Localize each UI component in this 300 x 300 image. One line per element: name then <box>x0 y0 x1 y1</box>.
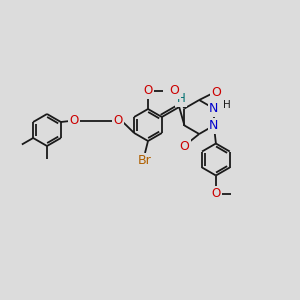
Text: N: N <box>209 102 219 115</box>
Text: O: O <box>211 85 221 98</box>
Text: H: H <box>223 100 231 110</box>
Text: O: O <box>211 187 220 200</box>
Text: O: O <box>69 115 79 128</box>
Text: O: O <box>143 85 153 98</box>
Text: N: N <box>209 119 219 132</box>
Text: H: H <box>177 92 186 106</box>
Text: O: O <box>113 115 122 128</box>
Text: Br: Br <box>138 154 152 167</box>
Text: O: O <box>169 84 179 97</box>
Text: O: O <box>179 140 189 152</box>
